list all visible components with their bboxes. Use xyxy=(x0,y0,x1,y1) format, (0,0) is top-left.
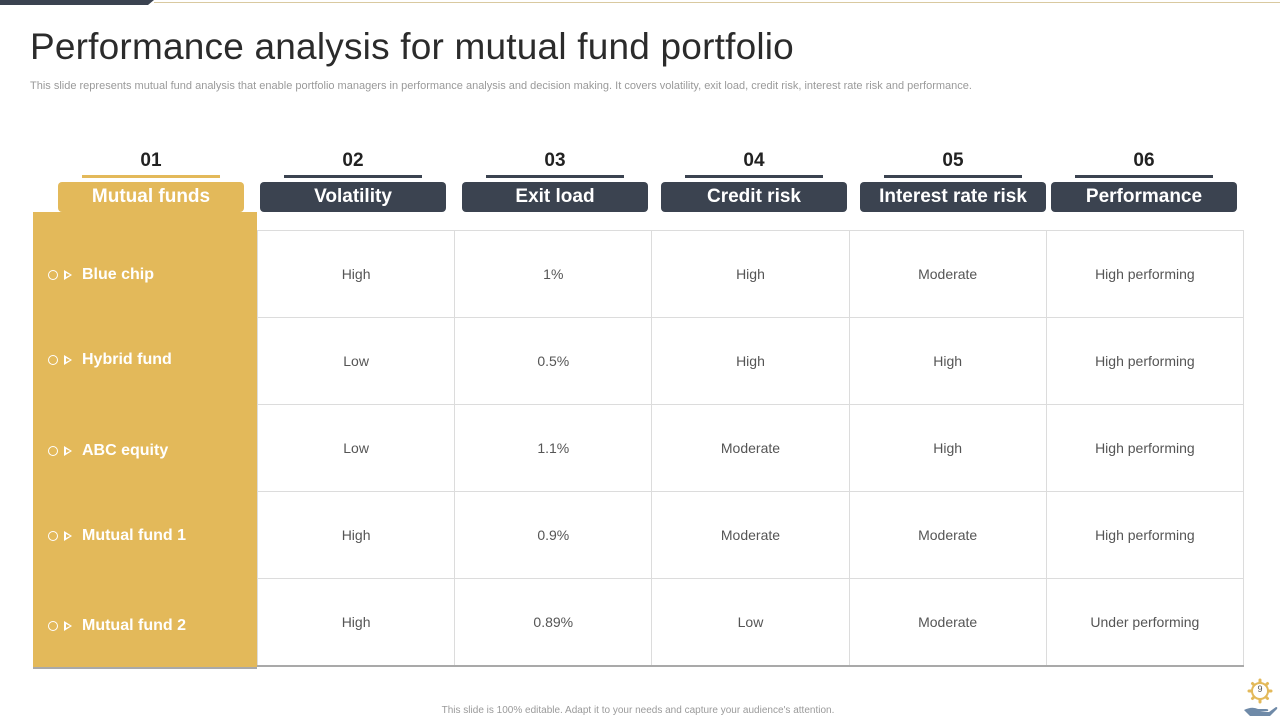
table-cell: Moderate xyxy=(848,230,1047,318)
table-cell: Moderate xyxy=(651,404,850,492)
column-label: Interest rate risk xyxy=(860,182,1046,212)
table-cell: Low xyxy=(256,317,456,405)
table-row: Low 0.5% High High High performing xyxy=(256,317,1245,405)
table-cell: Moderate xyxy=(651,491,850,579)
top-accent-wedge xyxy=(148,0,154,5)
table-bottom-rule xyxy=(33,667,257,669)
fund-name-column xyxy=(33,212,257,668)
table-cell: 1% xyxy=(454,230,653,318)
table-row: Low 1.1% Moderate High High performing xyxy=(256,404,1245,492)
table-cell: High xyxy=(848,404,1047,492)
table-cell: 0.5% xyxy=(454,317,653,405)
column-label: Performance xyxy=(1051,182,1237,212)
column-underline xyxy=(1075,175,1213,178)
table-cell: High xyxy=(256,230,456,318)
column-header-volatility: 02 Volatility xyxy=(260,150,446,212)
table-row: High 0.89% Low Moderate Under performing xyxy=(256,578,1245,667)
footer-note: This slide is 100% editable. Adapt it to… xyxy=(441,705,835,716)
table-cell: High xyxy=(651,230,850,318)
table-cell: High xyxy=(651,317,850,405)
circle-bullet-icon xyxy=(48,621,58,631)
gear-hand-icon xyxy=(1244,678,1278,716)
page-title: Performance analysis for mutual fund por… xyxy=(30,26,794,67)
column-number: 04 xyxy=(743,150,765,171)
row-label-mutual-fund-1: Mutual fund 1 xyxy=(48,526,186,546)
circle-bullet-icon xyxy=(48,355,58,365)
row-label-text: Blue chip xyxy=(82,266,155,283)
column-header-exit-load: 03 Exit load xyxy=(462,150,648,212)
table-cell: High performing xyxy=(1045,230,1245,318)
table-cell: 0.89% xyxy=(454,578,653,667)
column-underline xyxy=(685,175,823,178)
row-label-text: Mutual fund 2 xyxy=(82,617,186,634)
table-cell: 1.1% xyxy=(454,404,653,492)
row-label-abc-equity: ABC equity xyxy=(48,441,168,461)
column-header-mutual-funds: 01 Mutual funds xyxy=(58,150,244,212)
table-cell: High performing xyxy=(1045,491,1245,579)
circle-bullet-icon xyxy=(48,446,58,456)
column-label: Mutual funds xyxy=(58,182,244,212)
column-underline xyxy=(82,175,220,178)
play-triangle-icon xyxy=(64,270,72,280)
column-header-performance: 06 Performance xyxy=(1051,150,1237,212)
column-underline xyxy=(486,175,624,178)
table-cell: Moderate xyxy=(848,491,1047,579)
table-cell: High xyxy=(848,317,1047,405)
row-label-mutual-fund-2: Mutual fund 2 xyxy=(48,616,186,636)
row-label-blue-chip: Blue chip xyxy=(48,265,154,285)
column-label: Volatility xyxy=(260,182,446,212)
play-triangle-icon xyxy=(64,446,72,456)
table-cell: High performing xyxy=(1045,404,1245,492)
column-header-interest-rate-risk: 05 Interest rate risk xyxy=(860,150,1046,212)
table-cell: Moderate xyxy=(848,578,1047,667)
table-cell: Under performing xyxy=(1045,578,1245,667)
table-row: High 0.9% Moderate Moderate High perform… xyxy=(256,491,1245,579)
play-triangle-icon xyxy=(64,355,72,365)
table-cell: Low xyxy=(256,404,456,492)
table-cell: Low xyxy=(651,578,850,667)
top-rule xyxy=(154,2,1280,3)
row-label-text: Mutual fund 1 xyxy=(82,527,186,544)
row-label-text: Hybrid fund xyxy=(82,351,172,368)
table-cell: 0.9% xyxy=(454,491,653,579)
column-header-credit-risk: 04 Credit risk xyxy=(661,150,847,212)
performance-table: High 1% High Moderate High performing Lo… xyxy=(256,230,1245,667)
column-number: 03 xyxy=(544,150,566,171)
column-number: 01 xyxy=(140,150,162,171)
circle-bullet-icon xyxy=(48,531,58,541)
page-subtitle: This slide represents mutual fund analys… xyxy=(30,80,972,92)
column-number: 05 xyxy=(942,150,964,171)
top-accent-bar xyxy=(0,0,148,5)
column-label: Exit load xyxy=(462,182,648,212)
row-label-hybrid-fund: Hybrid fund xyxy=(48,350,172,370)
column-number: 02 xyxy=(342,150,364,171)
column-underline xyxy=(884,175,1022,178)
page-number-badge: 9 xyxy=(1242,678,1278,718)
row-label-text: ABC equity xyxy=(82,442,169,459)
page-number: 9 xyxy=(1257,684,1263,694)
table-cell: High xyxy=(256,491,456,579)
play-triangle-icon xyxy=(64,621,72,631)
table-cell: High performing xyxy=(1045,317,1245,405)
column-label: Credit risk xyxy=(661,182,847,212)
table-cell: High xyxy=(256,578,456,667)
play-triangle-icon xyxy=(64,531,72,541)
column-underline xyxy=(284,175,422,178)
table-row: High 1% High Moderate High performing xyxy=(256,230,1245,318)
circle-bullet-icon xyxy=(48,270,58,280)
column-number: 06 xyxy=(1133,150,1155,171)
